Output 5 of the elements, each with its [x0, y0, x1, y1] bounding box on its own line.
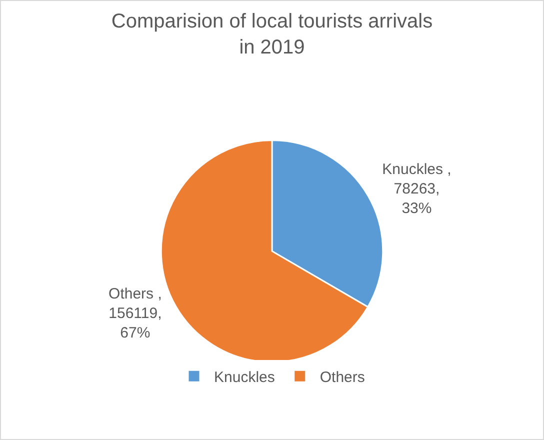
legend-label: Knuckles — [214, 368, 275, 386]
legend-label: Others — [320, 368, 365, 386]
chart-title: Comparision of local tourists arrivals in 2019 — [111, 10, 433, 58]
data-label: Knuckles , 78263, 33% — [382, 160, 452, 217]
data-label: Others , 156119, 67% — [108, 285, 162, 342]
